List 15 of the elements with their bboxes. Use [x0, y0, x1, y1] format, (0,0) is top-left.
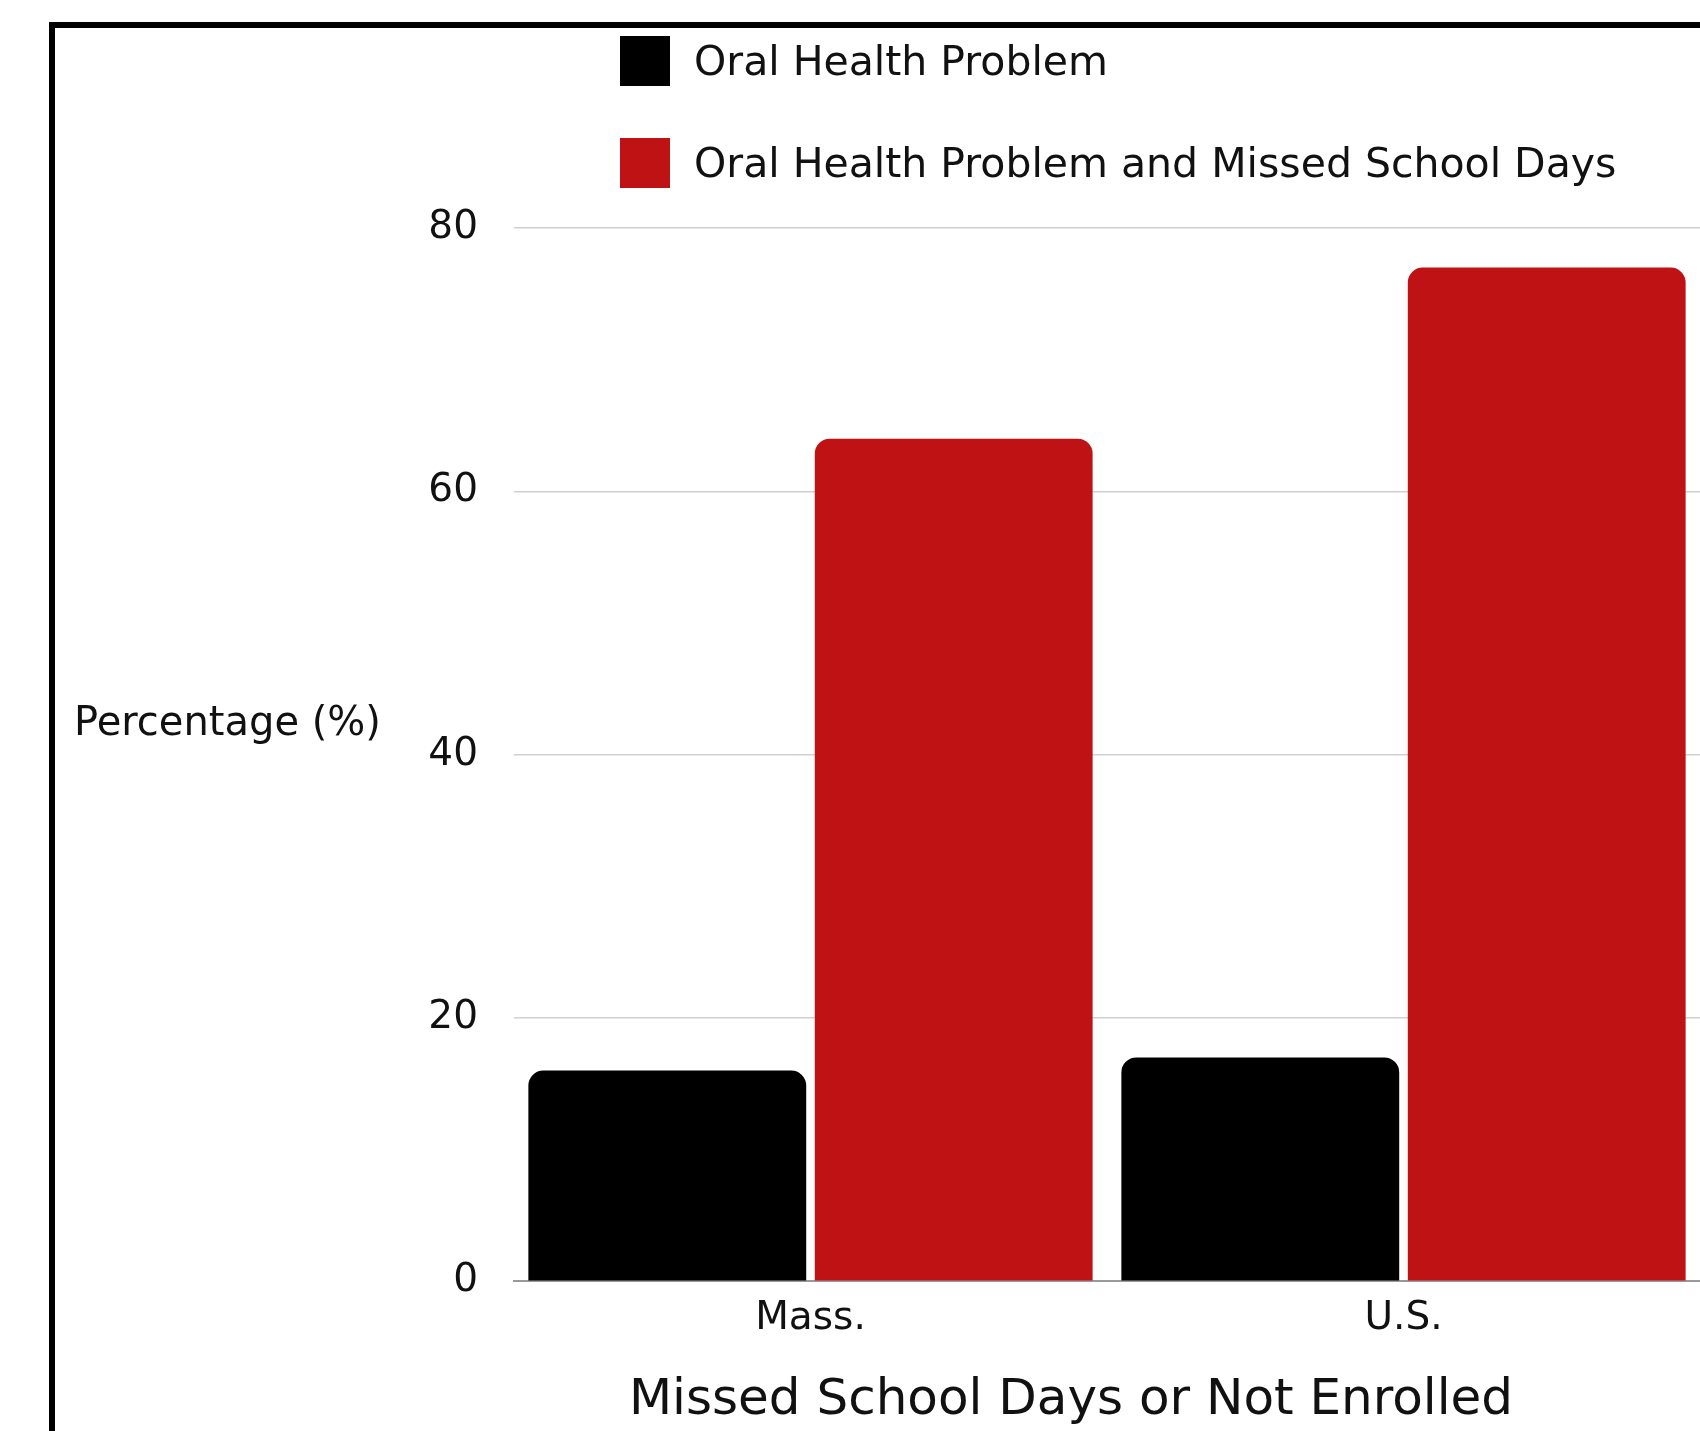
bar [1121, 1057, 1400, 1281]
y-tick-label: 60 [428, 465, 478, 511]
bar [528, 1070, 807, 1281]
y-tick-label: 80 [428, 202, 478, 248]
y-tick-label: 0 [453, 1255, 478, 1301]
x-tick-label: Mass. [755, 1292, 866, 1338]
y-tick-label: 40 [428, 728, 478, 774]
legend-label: Oral Health Problem and Missed School Days [694, 139, 1617, 187]
legend-label: Oral Health Problem [694, 37, 1108, 85]
x-axis-title: Missed School Days or Not Enrolled [627, 1368, 1515, 1426]
y-axis-title: Percentage (%) [74, 698, 381, 744]
x-tick-label: U.S. [1364, 1292, 1443, 1338]
bar [814, 438, 1093, 1281]
bar [1407, 267, 1686, 1281]
y-tick-label: 20 [428, 992, 478, 1038]
